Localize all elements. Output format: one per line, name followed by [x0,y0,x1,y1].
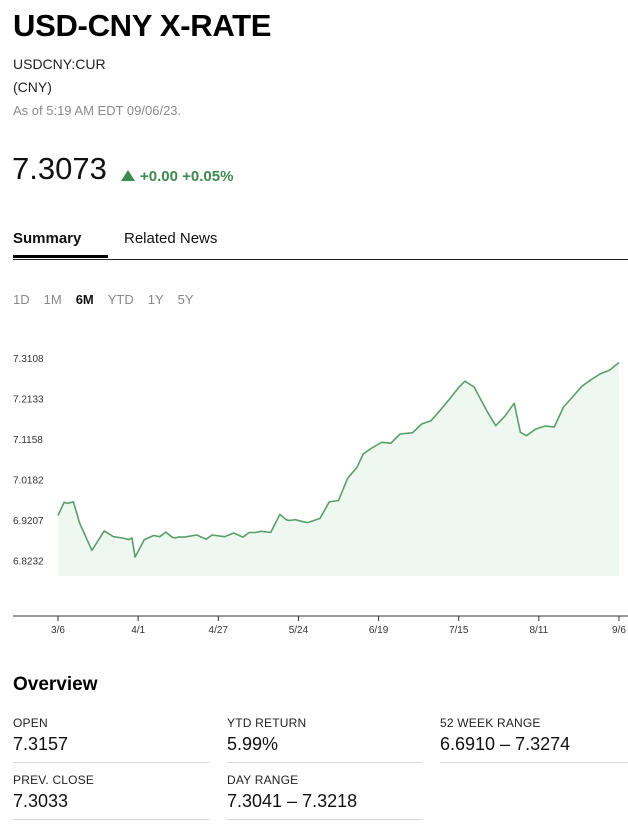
stat-label: OPEN [13,716,48,730]
y-tick-label: 7.3108 [13,354,44,365]
page-title: USD-CNY X-RATE [13,8,272,43]
y-tick-label: 6.8232 [13,557,44,568]
stat-label: PREV. CLOSE [13,773,95,787]
price-line [57,361,620,558]
x-tick-label: 9/6 [612,625,626,636]
tab-summary[interactable]: Summary [13,230,82,247]
divider [227,762,423,763]
x-tick-label: 4/27 [209,625,229,636]
ticker-symbol: USDCNY:CUR [13,56,106,72]
price-chart: 7.3108 7.2133 7.1158 7.0182 6.9207 6.8232 3/6 4… [13,354,628,636]
range-1d[interactable]: 1D [13,292,30,307]
x-tick-label: 8/11 [529,625,548,636]
divider [227,819,423,820]
stat-label: YTD RETURN [227,716,307,730]
divider [13,819,209,820]
x-tick-label: 7/15 [449,625,469,636]
range-1y[interactable]: 1Y [147,292,164,307]
y-tick-label: 6.9207 [13,516,44,527]
up-arrow-icon [121,170,135,181]
stat-label: DAY RANGE [227,773,299,787]
range-6m[interactable]: 6M [75,292,94,307]
range-1m[interactable]: 1M [43,292,62,307]
stat-ytd-return: YTD RETURN 5.99% [227,716,423,763]
stat-label: 52 WEEK RANGE [440,716,541,730]
price-change: +0.00 +0.05% [121,168,233,185]
range-5y[interactable]: 5Y [177,292,194,307]
y-tick-label: 7.0182 [13,476,44,487]
overview-heading: Overview [13,674,98,695]
x-tick-label: 3/6 [51,625,65,636]
price-area-fill [58,362,619,576]
range-selector: 1D 1M 6M YTD 1Y 5Y [13,292,208,307]
tab-related-news[interactable]: Related News [124,230,218,247]
x-tick-label: 4/1 [131,625,145,636]
stat-value: 7.3041 – 7.3218 [227,791,358,811]
active-tab-indicator [13,255,108,258]
y-tick-label: 7.2133 [13,395,44,406]
x-tick-label: 6/19 [369,625,389,636]
price-change-value: +0.00 +0.05% [140,168,234,185]
currency-code: (CNY) [13,79,52,95]
stat-value: 6.6910 – 7.3274 [440,734,571,754]
stat-52-week-range: 52 WEEK RANGE 6.6910 – 7.3274 [440,716,628,763]
divider [440,762,628,763]
divider [13,762,209,763]
as-of-timestamp: As of 5:19 AM EDT 09/06/23. [13,103,182,118]
stat-day-range: DAY RANGE 7.3041 – 7.3218 [227,773,423,820]
stat-open: OPEN 7.3157 [13,716,209,763]
range-ytd[interactable]: YTD [107,292,134,307]
y-tick-label: 7.1158 [13,435,43,446]
x-tick-label: 5/24 [289,625,309,636]
tab-bar: Summary Related News [13,228,628,260]
stat-value: 5.99% [227,734,279,754]
current-price: 7.3073 [12,151,107,186]
stat-prev-close: PREV. CLOSE 7.3033 [13,773,209,820]
stat-value: 7.3033 [13,791,69,811]
stat-value: 7.3157 [13,734,69,754]
